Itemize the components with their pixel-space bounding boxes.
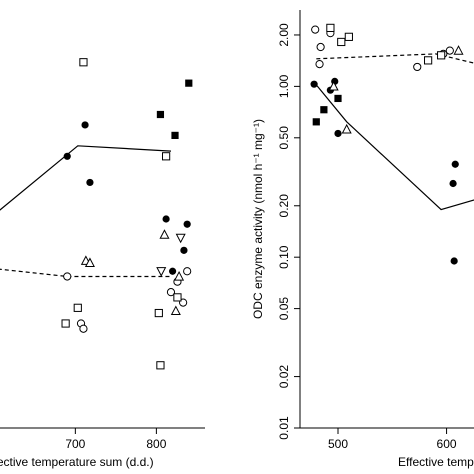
y-tick-label: 2.00	[277, 23, 291, 47]
data-point-open-square	[437, 51, 446, 60]
y-tick-label: 0.10	[277, 245, 291, 269]
y-tick-label: 0.01	[277, 416, 291, 440]
data-point-filled-square	[156, 110, 165, 119]
data-point-open-triangle-up	[84, 257, 95, 267]
fit-line-solid	[0, 145, 172, 211]
fit-line-dashed	[316, 53, 474, 64]
panel-left: 700 800 Effective temperature sum (d.d.)	[0, 58, 205, 469]
data-point-open-triangle-down	[175, 233, 186, 244]
x-tick-label: 700	[65, 437, 85, 451]
panel-right: 500 600 2.00 1.00 0.50 0.20 0.10 0.05 0.02 0.01 Ef…	[251, 10, 474, 469]
data-point-filled-square	[320, 106, 328, 114]
y-tick-label: 0.05	[277, 297, 291, 321]
data-point-open-circle	[166, 288, 176, 297]
x-tick-label: 600	[437, 437, 457, 451]
data-point-open-triangle-up	[453, 45, 464, 55]
data-point-open-square	[79, 58, 88, 67]
data-point-filled-circle	[63, 152, 71, 160]
data-point-open-square	[73, 303, 82, 312]
data-point-open-circle	[79, 324, 88, 333]
data-point-open-square	[337, 37, 346, 47]
data-point-open-circle	[316, 42, 325, 52]
y-tick-label: 0.50	[277, 126, 291, 150]
data-point-open-triangle-down	[156, 267, 167, 277]
data-point-filled-circle	[86, 178, 94, 187]
x-tick-label: 500	[328, 437, 348, 451]
data-point-open-square	[162, 152, 171, 161]
data-point-filled-circle	[310, 80, 318, 88]
data-point-filled-circle	[451, 160, 459, 168]
data-point-filled-circle	[162, 215, 170, 223]
data-point-open-circle	[311, 25, 320, 34]
data-point-filled-square	[171, 131, 179, 139]
data-point-open-triangle-up	[170, 305, 181, 316]
data-point-filled-circle	[81, 121, 89, 129]
data-point-filled-circle	[180, 246, 188, 254]
data-point-open-circle	[315, 60, 324, 69]
data-point-open-triangle-up	[174, 270, 185, 281]
y-axis-label: ODC enzyme activity (nmol h⁻¹ mg⁻¹)	[251, 119, 265, 319]
data-point-open-square	[156, 361, 165, 370]
data-point-open-triangle-up	[341, 123, 352, 134]
data-point-open-square	[154, 308, 163, 318]
data-point-filled-circle	[450, 257, 458, 265]
x-axis-label: Effective temperature sum (d.d.)	[398, 455, 474, 469]
data-point-filled-square	[185, 79, 193, 87]
y-tick-label: 0.02	[277, 365, 291, 389]
data-point-open-square	[424, 56, 433, 65]
fit-line-solid	[315, 84, 474, 211]
fit-line-dashed	[0, 268, 171, 278]
data-point-open-circle	[183, 267, 192, 276]
x-tick-label: 800	[146, 437, 166, 451]
data-point-open-square	[61, 319, 70, 328]
y-tick-label: 0.20	[277, 194, 291, 218]
data-point-open-triangle-up	[159, 229, 170, 239]
y-tick-label: 1.00	[277, 74, 291, 98]
data-point-open-circle	[445, 46, 454, 55]
data-point-open-square	[344, 32, 353, 41]
data-point-open-square	[326, 23, 335, 32]
data-point-filled-circle	[183, 220, 191, 228]
data-point-filled-square	[334, 94, 342, 103]
data-point-filled-circle	[334, 129, 342, 138]
data-point-filled-circle	[449, 179, 457, 188]
data-point-open-triangle-up	[328, 80, 339, 91]
data-point-open-square	[173, 293, 182, 302]
x-axis-label: Effective temperature sum (d.d.)	[0, 455, 154, 469]
data-point-filled-circle	[168, 267, 177, 275]
data-point-open-circle	[413, 62, 422, 72]
data-point-filled-square	[312, 118, 320, 126]
data-point-open-circle	[63, 272, 72, 281]
